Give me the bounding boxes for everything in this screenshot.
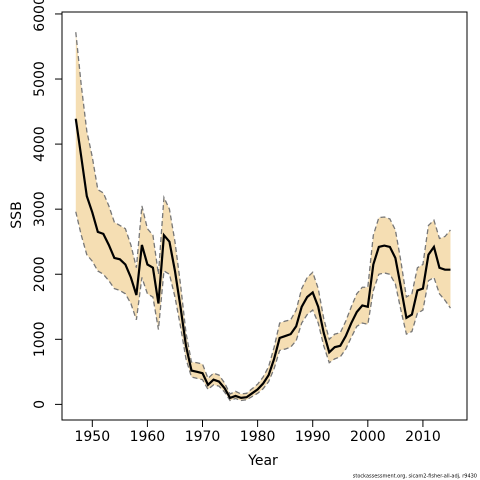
x-axis-label: Year [247,453,278,469]
x-tick-label: 2000 [350,429,386,445]
x-tick-label: 2010 [405,429,441,445]
y-tick-label: 1000 [32,321,48,357]
lower-bound [75,211,452,402]
y-axis-label: SSB [9,201,25,228]
y-tick-label: 4000 [32,126,48,162]
plot-frame [61,11,468,421]
x-tick-label: 1950 [74,429,110,445]
y-tick-label: 3000 [32,191,48,227]
y-tick-label: 5000 [32,61,48,97]
y-tick-label: 6000 [32,0,48,32]
y-tick-label: 2000 [32,256,48,292]
x-tick-label: 1970 [185,429,221,445]
y-tick-label: 0 [32,400,48,409]
caption: stockassessment.org, sicam2-fisher-all-a… [353,474,477,480]
x-tick-label: 1990 [295,429,331,445]
x-tick-label: 1960 [130,429,166,445]
x-tick-label: 1980 [240,429,276,445]
confidence-band [75,32,451,401]
upper-bound [75,32,451,395]
ssb-line [74,118,451,400]
